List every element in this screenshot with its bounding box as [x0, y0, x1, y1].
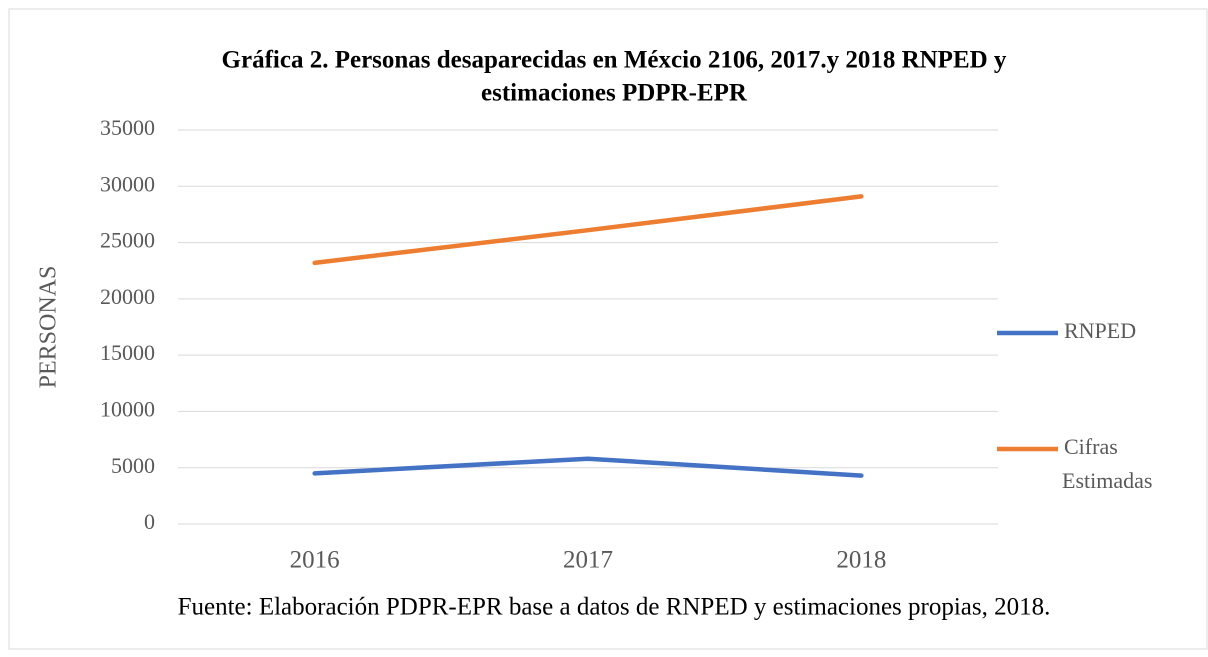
y-tick-label: 20000 — [100, 284, 155, 309]
y-tick-label: 5000 — [111, 453, 155, 478]
x-tick-label: 2016 — [290, 547, 340, 574]
series-line — [312, 194, 864, 266]
series-line — [312, 456, 864, 478]
x-tick-label: 2018 — [836, 547, 886, 574]
chart-title: estimaciones PDPR-EPR — [481, 80, 748, 107]
y-tick-label: 25000 — [100, 228, 155, 253]
legend-label: RNPED — [1064, 318, 1136, 343]
y-tick-label: 0 — [144, 509, 155, 534]
chart-title: Gráfica 2. Personas desaparecidas en Méx… — [222, 47, 1007, 74]
chart-frame — [8, 8, 1208, 650]
y-tick-label: 35000 — [100, 115, 155, 140]
y-tick-label: 10000 — [100, 396, 155, 421]
legend-label: Cifras Estimadas — [1062, 434, 1152, 493]
x-tick-label: 2017 — [563, 547, 613, 574]
source-note: Fuente: Elaboración PDPR-EPR base a dato… — [178, 594, 1051, 621]
y-tick-label: 30000 — [100, 171, 155, 196]
y-axis-label: PERSONAS — [36, 266, 62, 389]
y-tick-label: 15000 — [100, 340, 155, 365]
